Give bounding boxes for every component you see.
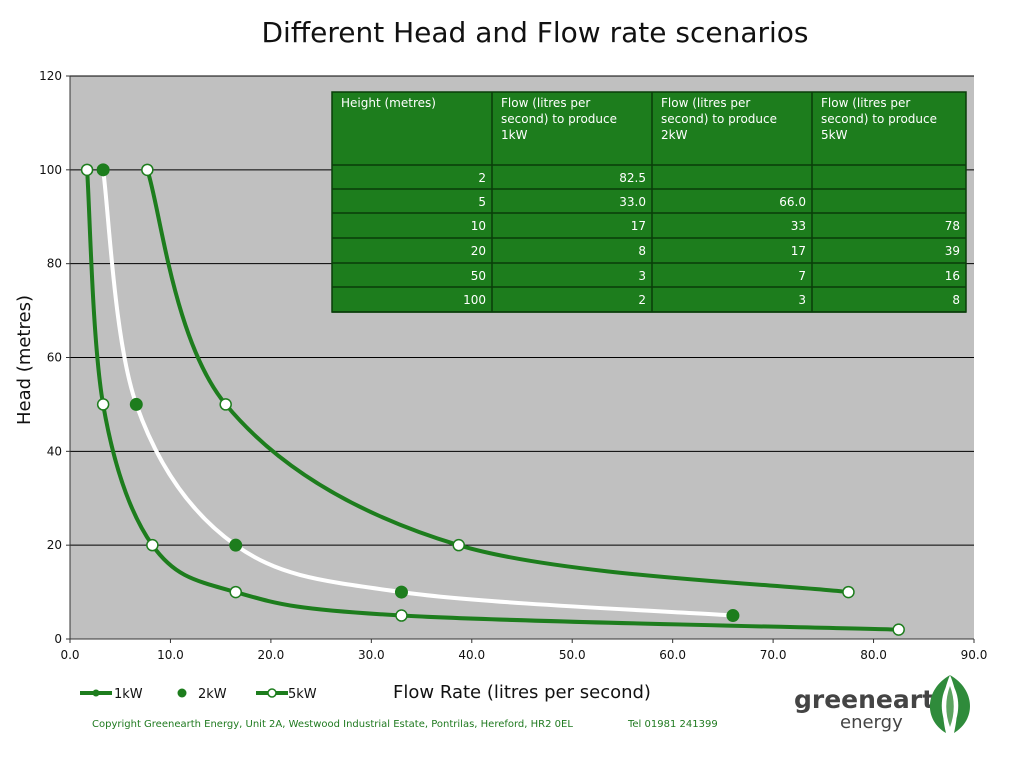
data-point-2kw bbox=[229, 538, 243, 552]
x-tick-label: 30.0 bbox=[358, 648, 385, 662]
copyright-text: Copyright Greenearth Energy, Unit 2A, We… bbox=[92, 719, 573, 730]
legend-1kw-label: 1kW bbox=[114, 687, 143, 702]
legend-item-5kw: 5kW bbox=[256, 687, 317, 702]
series-line-1kw bbox=[85, 167, 901, 632]
x-tick-label: 0.0 bbox=[60, 648, 79, 662]
table-cell: 5 bbox=[478, 195, 486, 209]
x-axis-ticks: 0.0 10.0 20.0 30.0 40.0 50.0 60.0 70.0 80.0 90.0 bbox=[60, 639, 987, 662]
data-point-2kw bbox=[394, 585, 408, 599]
table-cell: 20 bbox=[471, 244, 486, 258]
table-cell: 10 bbox=[471, 219, 486, 233]
table-cell: 39 bbox=[945, 244, 960, 258]
logo-main-text: greenearth bbox=[794, 685, 952, 714]
table-header-line: 2kW bbox=[661, 128, 688, 142]
table-header-line: Height (metres) bbox=[341, 96, 436, 110]
data-point-2kw bbox=[129, 397, 143, 411]
table-header-line: Flow (litres per bbox=[821, 96, 910, 110]
x-tick-label: 40.0 bbox=[458, 648, 485, 662]
data-point-2kw bbox=[96, 163, 110, 177]
flow-table: Height (metres) Flow (litres per second) t… bbox=[331, 91, 967, 313]
logo-sub-text: energy bbox=[840, 712, 903, 733]
x-tick-label: 90.0 bbox=[961, 648, 988, 662]
x-tick-label: 70.0 bbox=[760, 648, 787, 662]
table-cell: 78 bbox=[945, 219, 960, 233]
table-header-cell: Height (metres) bbox=[341, 96, 436, 110]
legend: 1kW 2kW 5kW bbox=[80, 687, 317, 702]
data-point-1kw bbox=[229, 585, 242, 599]
table-cell: 3 bbox=[798, 293, 806, 307]
data-point-5kw bbox=[452, 538, 465, 552]
table-cell: 8 bbox=[638, 244, 646, 258]
y-tick-label: 60 bbox=[47, 351, 62, 365]
table-header-line: second) to produce bbox=[821, 112, 937, 126]
table-cell: 17 bbox=[631, 219, 646, 233]
table-header-line: 1kW bbox=[501, 128, 528, 142]
legend-5kw-marker bbox=[267, 688, 277, 698]
data-point-1kw bbox=[96, 398, 110, 411]
table-border bbox=[331, 91, 967, 313]
table-cell: 16 bbox=[945, 269, 960, 283]
y-tick-label: 120 bbox=[39, 69, 62, 83]
legend-item-1kw: 1kW bbox=[80, 687, 143, 702]
data-point-2kw bbox=[726, 609, 740, 623]
table-header-line: Flow (litres per bbox=[501, 96, 590, 110]
table-background bbox=[332, 92, 966, 312]
x-tick-label: 50.0 bbox=[559, 648, 586, 662]
x-tick-label: 60.0 bbox=[659, 648, 686, 662]
table-cell: 66.0 bbox=[779, 195, 806, 209]
y-tick-label: 20 bbox=[47, 538, 62, 552]
x-tick-label: 80.0 bbox=[860, 648, 887, 662]
data-point-1kw bbox=[146, 538, 159, 552]
table-cell: 33 bbox=[791, 219, 806, 233]
y-tick-label: 40 bbox=[47, 444, 62, 458]
x-tick-label: 20.0 bbox=[258, 648, 285, 662]
legend-5kw-label: 5kW bbox=[288, 687, 317, 702]
series-line-5kw bbox=[145, 167, 851, 595]
data-point-1kw bbox=[892, 623, 905, 636]
data-point-5kw bbox=[219, 398, 232, 411]
table-cell: 33.0 bbox=[619, 195, 646, 209]
data-point-5kw bbox=[842, 585, 855, 599]
table-header-line: second) to produce bbox=[501, 112, 617, 126]
table-header-line: Flow (litres per bbox=[661, 96, 750, 110]
chart-title: Different Head and Flow rate scenarios bbox=[261, 16, 808, 49]
y-tick-label: 80 bbox=[47, 257, 62, 271]
table-cell: 2 bbox=[638, 293, 646, 307]
table-header-cell: Flow (litres per second) to produce 2kW bbox=[661, 96, 777, 142]
table-cell: 50 bbox=[471, 269, 486, 283]
table-cell: 3 bbox=[638, 269, 646, 283]
legend-1kw-marker bbox=[92, 689, 100, 697]
table-header-line: 5kW bbox=[821, 128, 848, 142]
y-tick-label: 100 bbox=[39, 163, 62, 177]
table-cell: 100 bbox=[463, 293, 486, 307]
data-point-1kw bbox=[80, 163, 94, 177]
legend-item-2kw: 2kW bbox=[177, 687, 227, 702]
series-group bbox=[80, 163, 905, 636]
table-cell: 8 bbox=[952, 293, 960, 307]
x-axis-label: Flow Rate (litres per second) bbox=[393, 682, 651, 703]
y-axis-label: Head (metres) bbox=[14, 295, 35, 425]
table-header-line: second) to produce bbox=[661, 112, 777, 126]
y-tick-label: 0 bbox=[54, 632, 62, 646]
y-axis-ticks: 0 20 40 60 80 100 120 bbox=[39, 69, 70, 646]
table-cell: 17 bbox=[791, 244, 806, 258]
data-point-1kw bbox=[395, 609, 408, 622]
table-cell: 7 bbox=[798, 269, 806, 283]
table-header-cell: Flow (litres per second) to produce 1kW bbox=[501, 96, 617, 142]
logo-leaf-icon bbox=[929, 675, 971, 733]
data-point-5kw bbox=[141, 163, 154, 177]
table-cell: 82.5 bbox=[619, 171, 646, 185]
table-cell: 2 bbox=[478, 171, 486, 185]
x-tick-label: 10.0 bbox=[157, 648, 184, 662]
company-logo: greenearth energy bbox=[794, 675, 971, 733]
legend-2kw-marker bbox=[177, 688, 187, 698]
phone-text: Tel 01981 241399 bbox=[627, 719, 718, 730]
table-header-cell: Flow (litres per second) to produce 5kW bbox=[821, 96, 937, 142]
legend-2kw-label: 2kW bbox=[198, 687, 227, 702]
